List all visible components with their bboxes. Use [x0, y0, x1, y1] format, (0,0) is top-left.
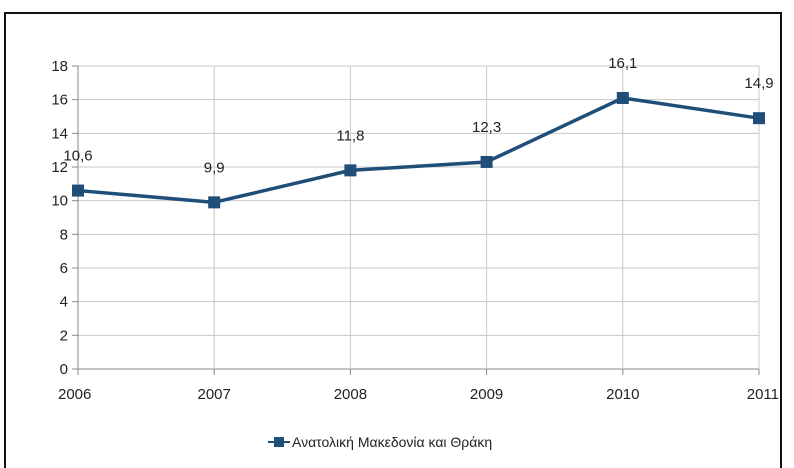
y-tick-label: 12: [51, 159, 68, 176]
x-tick-label: 2010: [606, 386, 639, 403]
data-label: 14,9: [744, 75, 773, 92]
y-tick-label: 18: [51, 58, 68, 75]
y-tick-label: 10: [51, 193, 68, 210]
data-label: 12,3: [472, 119, 501, 136]
legend-marker: [274, 437, 284, 447]
data-point: [480, 155, 493, 168]
x-tick-label: 2006: [58, 386, 91, 403]
y-tick-label: 8: [60, 226, 68, 243]
data-point: [72, 184, 84, 197]
x-tick-label: 2008: [334, 386, 367, 403]
chart-frame: [4, 12, 782, 468]
y-tick-label: 4: [60, 294, 68, 311]
gridlines: [77, 65, 760, 370]
legend: Ανατολική Μακεδονία και Θράκη: [268, 434, 492, 450]
data-point: [753, 112, 765, 125]
x-tick-label: 2011: [747, 386, 779, 403]
data-label: 16,1: [608, 55, 637, 72]
y-tick-label: 16: [51, 92, 68, 109]
data-label: 10,6: [63, 148, 92, 165]
data-labels: 10,6 9,9 11,8 12,3 16,1 14,9: [63, 55, 773, 176]
x-axis-ticks: 2006 2007 2008 2009 2010 2011: [58, 369, 779, 403]
data-point: [208, 196, 221, 209]
y-tick-label: 6: [60, 260, 68, 277]
y-axis-ticks: 0 2 4 6 8 10 12 14 16 18: [51, 58, 78, 378]
x-tick-label: 2009: [470, 386, 503, 403]
y-tick-label: 2: [60, 327, 68, 344]
series-line: [77, 96, 760, 205]
x-tick-label: 2007: [198, 386, 231, 403]
data-label: 9,9: [204, 159, 225, 176]
y-tick-label: 0: [60, 361, 68, 378]
data-label: 11,8: [336, 127, 364, 144]
series-layer: [72, 91, 765, 209]
data-point: [616, 91, 629, 104]
y-tick-label: 14: [51, 125, 68, 142]
data-point: [344, 164, 357, 177]
legend-label: Ανατολική Μακεδονία και Θράκη: [292, 434, 492, 450]
